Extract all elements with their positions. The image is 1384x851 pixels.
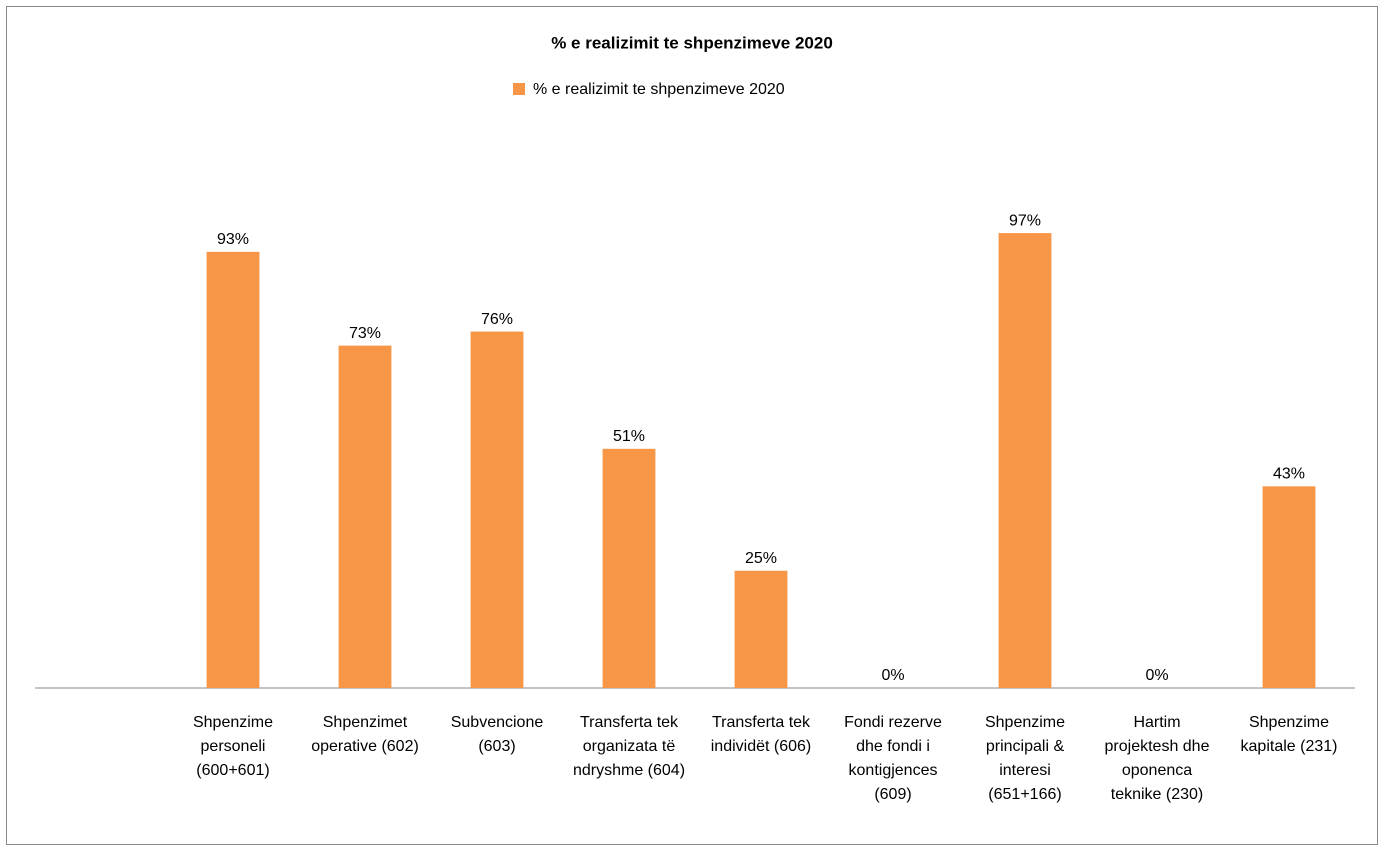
- x-tick-label: Shpenzimet operative (602): [311, 714, 419, 755]
- legend-swatch: [513, 83, 525, 95]
- data-label: 43%: [1273, 466, 1305, 483]
- bar: [470, 331, 524, 688]
- legend: % e realizimit te shpenzimeve 2020: [513, 81, 785, 98]
- data-label: 76%: [481, 311, 513, 328]
- data-label: 73%: [349, 325, 381, 342]
- x-tick-label: Shpenzime principali & interesi (651+166): [985, 714, 1065, 803]
- chart-title: % e realizimit te shpenzimeve 2020: [551, 33, 833, 52]
- bar: [998, 233, 1052, 688]
- data-label: 0%: [1145, 667, 1168, 684]
- x-tick-label: Subvencione (603): [451, 714, 544, 755]
- bar: [206, 251, 260, 688]
- data-label: 0%: [881, 667, 904, 684]
- bar: [1262, 486, 1316, 688]
- x-tick-label: Fondi rezerve dhe fondi i kontigjences (609…: [844, 714, 942, 803]
- x-tick-label: Transferta tek individët (606): [711, 714, 812, 755]
- data-label: 25%: [745, 550, 777, 567]
- data-label: 97%: [1009, 212, 1041, 229]
- bar: [734, 570, 788, 688]
- data-label: 93%: [217, 231, 249, 248]
- bar: [602, 448, 656, 688]
- x-tick-label: Transferta tek organizata të ndryshme (604…: [573, 714, 685, 779]
- x-tick-label: Hartim projektesh dhe oponenca teknike (230…: [1105, 714, 1210, 803]
- x-tick-label: Shpenzime personeli (600+601): [193, 714, 273, 779]
- bar: [338, 345, 392, 688]
- x-tick-label: Shpenzime kapitale (231): [1241, 714, 1338, 755]
- data-label: 51%: [613, 428, 645, 445]
- legend-label: % e realizimit te shpenzimeve 2020: [533, 81, 785, 98]
